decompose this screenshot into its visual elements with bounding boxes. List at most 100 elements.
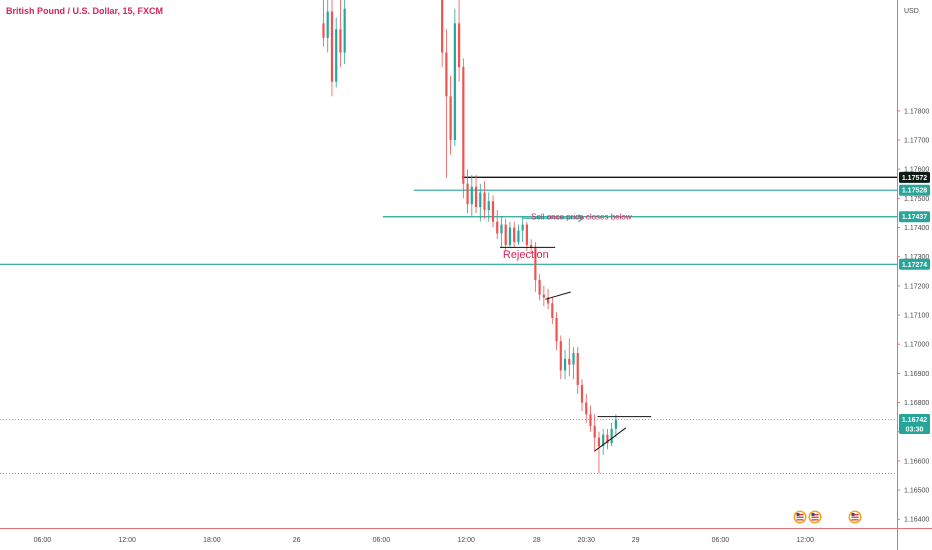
- candle-body: [449, 96, 452, 141]
- x-tick-label: 06:00: [373, 537, 391, 544]
- candle-body: [555, 317, 558, 342]
- candle: [572, 347, 575, 380]
- candle: [542, 285, 545, 307]
- candle-body: [335, 29, 338, 82]
- price-tags-layer: 1.17572 1.17528 1.17437 1.17274 1.16742 03:30: [899, 171, 930, 434]
- x-tick-label: 12:00: [457, 537, 475, 544]
- y-tick-label: 1.17300: [904, 254, 929, 261]
- y-tick-label: 1.17100: [904, 313, 929, 320]
- candle-body: [343, 8, 346, 53]
- candle-body: [576, 352, 579, 386]
- x-tick-label: 06:00: [712, 537, 730, 544]
- price-levels-layer: [0, 176, 897, 474]
- candle: [530, 239, 533, 254]
- trend-line: [594, 427, 627, 452]
- time-axis-layer: 06:00 12:00 18:00 26 06:00 12:00 28 20:30 29 06:0…: [0, 528, 932, 544]
- event-icons: [793, 510, 862, 524]
- x-tick-label: 20:30: [577, 537, 595, 544]
- annotation-sell-note: Sell once price closes below: [531, 213, 632, 222]
- candle-body: [508, 227, 512, 246]
- candle-body: [568, 358, 571, 365]
- candles-layer: [322, 0, 617, 474]
- drawings-layer: Sell once price closes below Rejection: [500, 213, 652, 452]
- y-tick-label: 1.17700: [904, 138, 929, 145]
- candle-body: [500, 224, 503, 234]
- candle: [568, 338, 571, 377]
- candle-body: [462, 67, 465, 184]
- event-flag-stripe: [796, 516, 804, 518]
- countdown-label: 03:30: [906, 426, 924, 433]
- candle: [576, 347, 579, 394]
- candle: [487, 192, 490, 222]
- y-tick-label: 1.16800: [904, 400, 929, 407]
- y-tick-label: 1.17600: [904, 167, 929, 174]
- x-tick-label: 29: [632, 537, 640, 544]
- candle: [491, 195, 495, 228]
- current-price-tag: [899, 413, 930, 434]
- currency-label: USD: [904, 8, 919, 15]
- x-tick-label: 26: [293, 537, 301, 544]
- candle: [466, 169, 469, 213]
- candle: [513, 221, 516, 248]
- y-tick-label: 1.17000: [904, 342, 929, 349]
- candle-body: [457, 23, 461, 68]
- price-level-tag-label: 1.17437: [902, 214, 927, 221]
- candle: [335, 17, 338, 88]
- event-flag-canton: [811, 513, 815, 516]
- x-tick-label: 06:00: [34, 537, 52, 544]
- price-level-tag-label: 1.17572: [902, 175, 927, 182]
- candle-body: [487, 201, 490, 211]
- event-flag-stripe: [811, 514, 819, 516]
- candle-body: [513, 227, 516, 243]
- candle-body: [339, 29, 342, 53]
- candle: [479, 183, 482, 222]
- candle-body: [589, 414, 592, 426]
- candle: [326, 0, 329, 53]
- y-tick-label: 1.16400: [904, 517, 929, 524]
- candle-body: [322, 23, 325, 38]
- candle: [462, 58, 465, 199]
- y-tick-label: 1.16600: [904, 458, 929, 465]
- y-tick-label: 1.16500: [904, 488, 929, 495]
- candle: [521, 215, 524, 243]
- x-tick-label: 28: [533, 537, 541, 544]
- candle-body: [483, 192, 486, 211]
- price-axis-layer: 1.17800 1.17700 1.17600 1.17500 1.17400 1.173…: [897, 0, 929, 550]
- candle-body: [559, 341, 562, 371]
- candle: [483, 180, 486, 219]
- candle: [504, 218, 507, 251]
- event-flag-canton: [851, 513, 855, 516]
- candle: [585, 393, 588, 423]
- candle: [597, 431, 601, 474]
- y-tick-label: 1.17200: [904, 283, 929, 290]
- candle: [322, 0, 325, 47]
- candle-body: [530, 245, 533, 248]
- price-level-tag-label: 1.17274: [902, 262, 927, 269]
- candle-body: [479, 192, 482, 208]
- candle: [606, 428, 609, 450]
- candle: [517, 224, 520, 246]
- candle: [449, 75, 452, 155]
- candle: [525, 221, 528, 251]
- candle: [610, 422, 613, 447]
- candle-body: [563, 358, 567, 371]
- candle-body: [441, 0, 444, 53]
- y-tick-label: 1.17800: [904, 108, 929, 115]
- event-flag-icon: [848, 510, 862, 524]
- candle-body: [572, 352, 575, 365]
- event-flag-icon: [793, 510, 807, 524]
- candle-body: [466, 183, 469, 205]
- candle: [589, 405, 592, 432]
- candle-body: [525, 224, 528, 246]
- candle-body: [580, 385, 584, 403]
- price-level-tag-label: 1.17528: [902, 188, 927, 195]
- candle-body: [504, 224, 507, 246]
- candle-body: [496, 221, 499, 234]
- y-tick-label: 1.17400: [904, 225, 929, 232]
- candle-body: [546, 297, 550, 304]
- y-tick-label: 1.16900: [904, 371, 929, 378]
- candle: [580, 379, 584, 412]
- candle-body: [610, 428, 613, 444]
- price-level-tag: [899, 211, 930, 223]
